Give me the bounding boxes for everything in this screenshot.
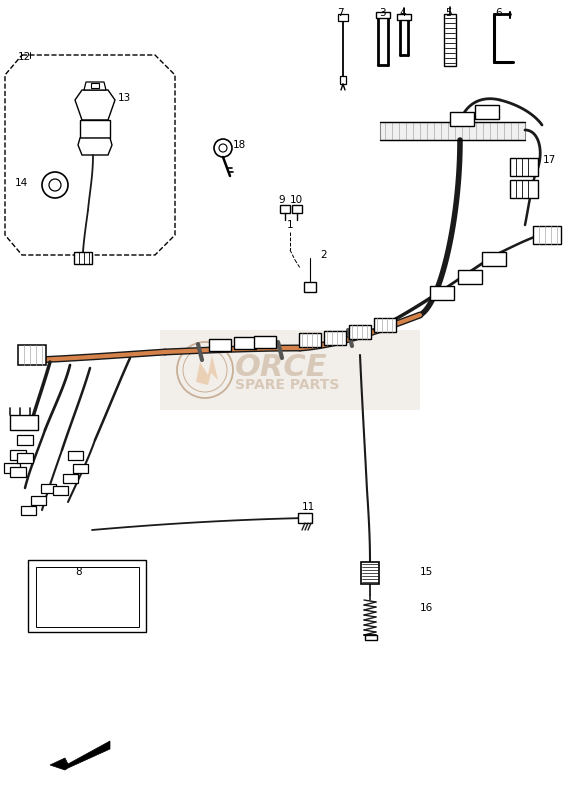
Bar — [17, 435, 33, 445]
Text: 12: 12 — [18, 52, 31, 62]
Bar — [28, 560, 146, 632]
Text: 10: 10 — [290, 195, 303, 205]
Bar — [80, 120, 110, 138]
Text: 13: 13 — [118, 93, 131, 103]
Bar — [338, 14, 348, 21]
Text: 8: 8 — [75, 567, 81, 577]
Bar — [254, 336, 276, 348]
Bar — [361, 562, 379, 584]
Polygon shape — [196, 355, 218, 385]
Text: 9: 9 — [278, 195, 285, 205]
Text: SPARE PARTS: SPARE PARTS — [235, 378, 339, 392]
Bar — [18, 345, 46, 365]
Bar — [430, 286, 454, 300]
Text: 11: 11 — [301, 502, 314, 512]
Text: 2: 2 — [320, 250, 327, 260]
Circle shape — [49, 179, 61, 191]
Bar — [41, 484, 56, 493]
Bar — [91, 83, 99, 88]
Bar — [21, 506, 36, 515]
Bar — [10, 415, 38, 430]
Bar — [280, 205, 290, 213]
Bar — [349, 325, 371, 339]
Polygon shape — [75, 90, 115, 120]
Text: ORCE: ORCE — [235, 354, 328, 382]
Bar — [458, 270, 482, 284]
Bar — [482, 252, 506, 266]
Bar — [397, 14, 411, 20]
Text: 6: 6 — [496, 8, 503, 18]
Bar — [324, 331, 346, 345]
Bar — [533, 226, 561, 244]
Bar — [299, 333, 321, 347]
Bar — [450, 112, 474, 126]
Bar — [4, 463, 20, 473]
Bar — [73, 464, 88, 473]
Text: 17: 17 — [543, 155, 556, 165]
Bar — [10, 450, 26, 460]
Bar — [380, 122, 525, 140]
Circle shape — [219, 144, 227, 152]
Text: 5: 5 — [445, 8, 452, 18]
Bar — [68, 451, 83, 460]
Bar — [234, 337, 256, 349]
Text: 7: 7 — [337, 8, 343, 18]
Bar — [10, 467, 26, 477]
Bar — [304, 282, 316, 292]
Bar — [63, 474, 78, 483]
Bar — [209, 339, 231, 351]
Bar — [475, 105, 499, 119]
Bar — [292, 205, 302, 213]
Text: 18: 18 — [233, 140, 246, 150]
Text: 15: 15 — [420, 567, 433, 577]
Bar — [376, 12, 390, 18]
Polygon shape — [84, 82, 106, 90]
Polygon shape — [78, 138, 112, 155]
Bar — [36, 567, 139, 627]
Circle shape — [214, 139, 232, 157]
Bar — [31, 496, 46, 505]
Text: 1: 1 — [287, 220, 293, 230]
Bar — [510, 180, 538, 198]
Circle shape — [42, 172, 68, 198]
Bar — [160, 330, 420, 410]
Text: 14: 14 — [15, 178, 28, 188]
Text: 3: 3 — [379, 8, 385, 18]
Text: 16: 16 — [420, 603, 433, 613]
Bar — [510, 158, 538, 176]
Bar — [444, 14, 456, 66]
Bar — [374, 318, 396, 332]
Bar — [298, 513, 312, 523]
Bar — [340, 76, 346, 84]
Bar — [53, 486, 68, 495]
Text: 4: 4 — [400, 8, 406, 18]
Polygon shape — [50, 741, 110, 770]
Bar — [74, 252, 92, 264]
Bar — [17, 453, 33, 463]
Bar — [365, 635, 377, 640]
